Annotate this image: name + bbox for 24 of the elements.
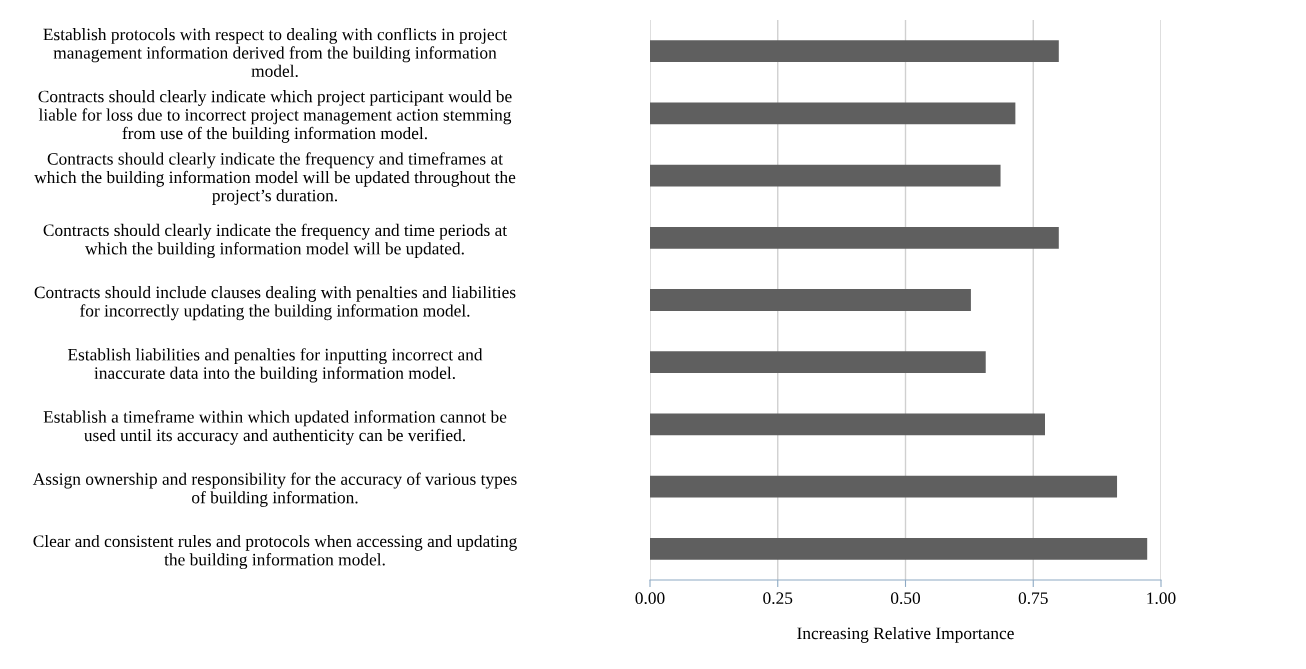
bar	[650, 226, 1059, 249]
bar	[650, 289, 971, 311]
x-tick-label: 0.25	[763, 592, 793, 605]
y-tick-label: Contracts should clearly indicate the frequency and timeframes at which the building information model will be updated throughout the project’s duration.	[34, 152, 516, 205]
bar	[650, 413, 1045, 436]
y-tick-label: Clear and consistent rules and protocols when accessing and updating the building information model.	[33, 534, 517, 570]
bar	[650, 351, 986, 374]
y-tick-label: Contracts should include clauses dealing with penalties and liabilities for incorrectly updating the building information model.	[34, 285, 516, 321]
y-tick-label: Establish liabilities and penalties for inputting incorrect and inaccurate data into the building information model.	[67, 348, 483, 383]
x-tick-label: 0.75	[1018, 592, 1048, 605]
y-tick-label: Establish protocols with respect to dealing with conflicts in project management information derived from the building information model.	[43, 27, 508, 77]
bar	[650, 40, 1059, 62]
x-tick-label: 0.50	[890, 592, 921, 605]
bar	[650, 164, 1001, 187]
bar	[650, 102, 1016, 125]
x-tick-label: 0.00	[635, 592, 665, 605]
y-tick-label: Contracts should clearly indicate which project participant would be liable for loss due to incorrect project management action stemming from use of the building information model.	[38, 90, 512, 143]
y-tick-label: Establish a timeframe within which updated information cannot be used until its accuracy and authenticity can be verified.	[43, 410, 507, 445]
y-tick-label: Contracts should clearly indicate the frequency and time periods at which the building information model will be updated.	[43, 223, 508, 259]
x-tick-label: 1.00	[1147, 592, 1176, 605]
x-axis-title: Increasing Relative Importance	[797, 626, 1014, 643]
y-tick-label: Assign ownership and responsibility for the accuracy of various types of building information.	[32, 472, 517, 507]
bar	[650, 475, 1118, 498]
bar	[650, 538, 1148, 560]
